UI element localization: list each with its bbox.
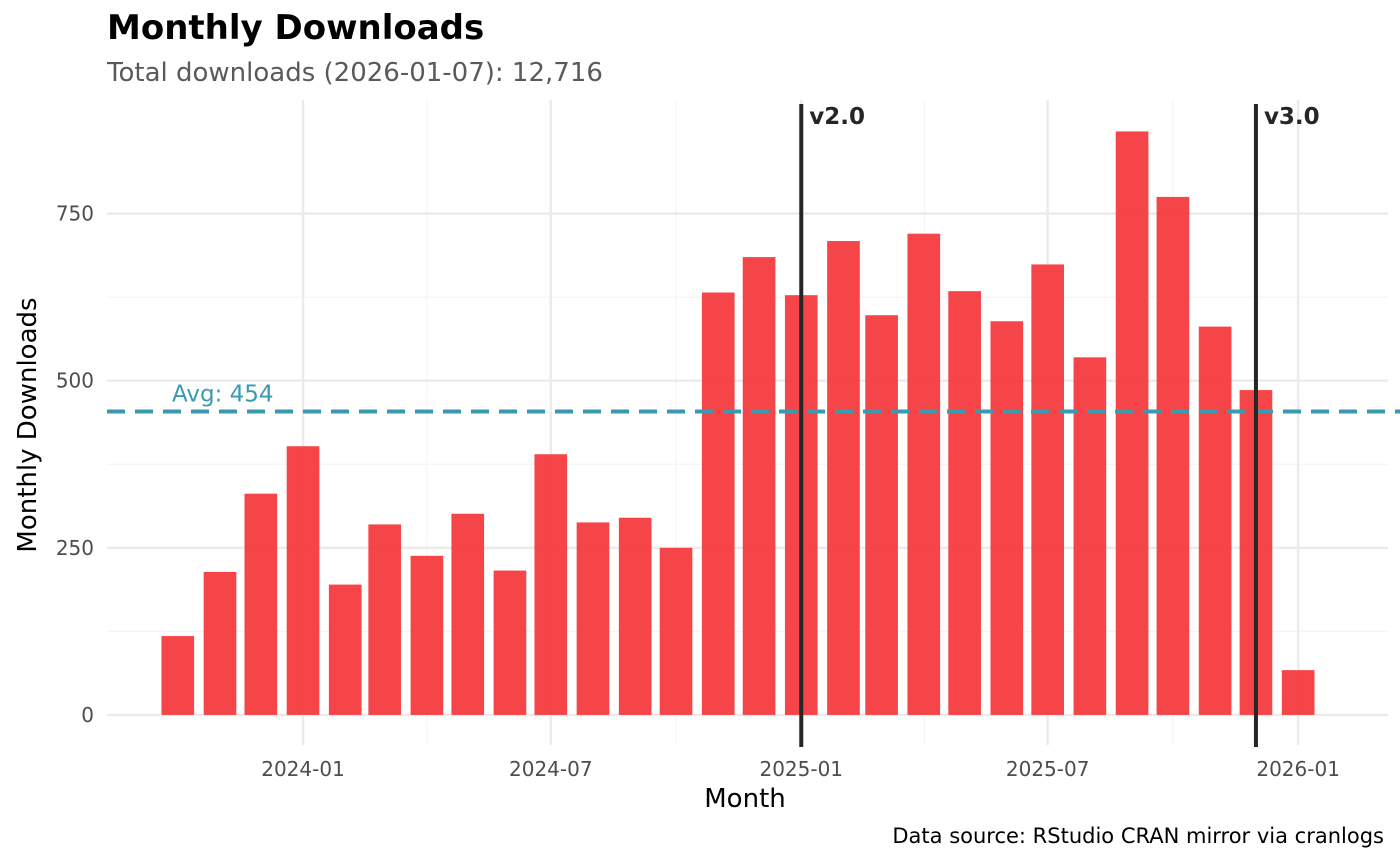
bar: [1156, 196, 1190, 715]
bar: [659, 547, 693, 715]
average-label: Avg: 454: [172, 381, 274, 407]
overlays: Avg: 454 v2.0 v3.0: [107, 104, 1400, 747]
bar: [451, 513, 485, 715]
y-tick-label: 250: [56, 536, 94, 560]
x-tick-label: 2026-01: [1256, 757, 1340, 781]
bar: [1281, 670, 1315, 715]
bar: [701, 292, 735, 715]
chart-caption: Data source: RStudio CRAN mirror via cra…: [892, 824, 1384, 848]
bars: [161, 131, 1315, 715]
bar: [1073, 357, 1107, 715]
y-axis-title: Monthly Downloads: [13, 297, 43, 552]
bar: [328, 584, 362, 715]
bar: [493, 570, 527, 715]
bar: [865, 315, 898, 715]
bar: [368, 524, 402, 715]
bar: [618, 517, 652, 715]
y-tick-label: 750: [56, 202, 94, 226]
x-tick-label: 2024-07: [509, 757, 593, 781]
bar: [576, 522, 610, 715]
x-axis-ticks: 2024-01 2024-07 2025-01 2025-07 2026-01: [261, 757, 1340, 781]
chart-subtitle: Total downloads (2026-01-07): 12,716: [107, 58, 603, 88]
bar: [1031, 264, 1065, 715]
bar: [1115, 131, 1149, 715]
y-tick-label: 500: [56, 369, 94, 393]
x-tick-label: 2024-01: [261, 757, 345, 781]
bar: [1198, 326, 1232, 715]
bar: [907, 233, 941, 715]
chart-title: Monthly Downloads: [107, 8, 485, 48]
bar: [286, 446, 320, 715]
bar: [534, 454, 568, 715]
release-label: v3.0: [1264, 104, 1320, 130]
x-axis-title: Month: [704, 784, 786, 814]
bar: [948, 291, 981, 715]
y-axis-ticks: 0 250 500 750: [56, 202, 94, 727]
x-tick-label: 2025-07: [1006, 757, 1090, 781]
bar: [161, 636, 195, 715]
release-label: v2.0: [809, 104, 865, 130]
bar: [742, 257, 776, 715]
x-tick-label: 2025-01: [759, 757, 843, 781]
bar: [244, 493, 278, 715]
bar: [990, 321, 1024, 715]
bar: [410, 555, 444, 715]
bar: [203, 571, 237, 715]
bar: [827, 241, 860, 715]
y-tick-label: 0: [81, 703, 94, 727]
